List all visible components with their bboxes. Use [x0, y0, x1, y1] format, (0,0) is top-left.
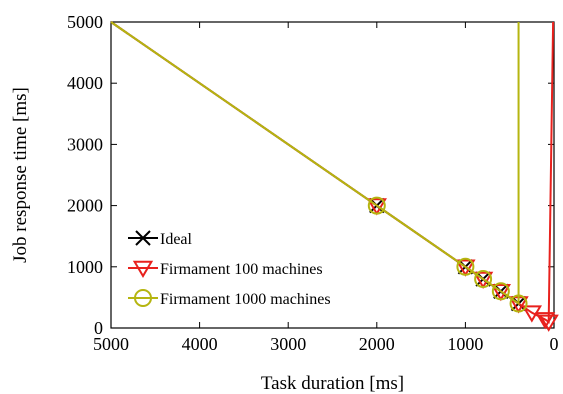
- data-point: [367, 196, 386, 215]
- data-point: [534, 312, 556, 330]
- legend-label-firmament-100: Firmament 100 machines: [160, 261, 323, 278]
- legend-entry-ideal: Ideal: [128, 230, 193, 248]
- legend-marker-ideal: [128, 230, 158, 246]
- data-point: [490, 283, 511, 302]
- y-tick-label: 5000: [67, 12, 103, 32]
- legend-entry-firmament-1000: Firmament 1000 machines: [128, 289, 331, 308]
- legend-symbol: [135, 230, 151, 246]
- x-tick-label: 3000: [270, 334, 306, 354]
- series-layer: [110, 21, 559, 332]
- y-tick-label: 4000: [67, 73, 103, 93]
- y-tick-label: 1000: [67, 257, 103, 277]
- legend: Ideal Firmament 100 machines Firmament 1…: [128, 230, 331, 308]
- y-axis-label: Job response time [ms]: [10, 87, 31, 263]
- y-tick-label: 3000: [67, 134, 103, 154]
- data-point: [472, 271, 494, 289]
- data-point: [474, 270, 493, 289]
- legend-marker-firmament-100: [128, 260, 158, 278]
- data-point: [491, 282, 510, 301]
- data-point: [366, 198, 387, 216]
- data-point: [509, 294, 528, 313]
- tick-labels: 5000 4000 3000 2000 1000 0 0 1000 2000 3000 4000 50…: [67, 12, 559, 354]
- legend-symbol: [134, 289, 152, 307]
- x-tick-label: 4000: [182, 334, 218, 354]
- y-tick-label: 2000: [67, 196, 103, 216]
- data-point: [538, 314, 559, 332]
- series-line: [110, 21, 520, 306]
- x-tick-label: 2000: [359, 334, 395, 354]
- y-tick-label: 0: [94, 318, 103, 338]
- legend-symbol: [132, 260, 154, 278]
- legend-entry-firmament-100: Firmament 100 machines: [128, 260, 323, 278]
- x-axis-label: Task duration [ms]: [261, 373, 404, 394]
- x-tick-label: 0: [550, 334, 559, 354]
- series-2: [110, 21, 528, 313]
- x-tick-label: 5000: [93, 334, 129, 354]
- x-tick-label: 1000: [447, 334, 483, 354]
- legend-label-ideal: Ideal: [160, 231, 193, 248]
- legend-label-firmament-1000: Firmament 1000 machines: [160, 291, 331, 308]
- data-point: [456, 257, 475, 276]
- plot-frame: [110, 21, 555, 329]
- data-point: [455, 259, 476, 277]
- legend-marker-firmament-1000: [128, 289, 158, 307]
- marker-stroke: [135, 230, 151, 246]
